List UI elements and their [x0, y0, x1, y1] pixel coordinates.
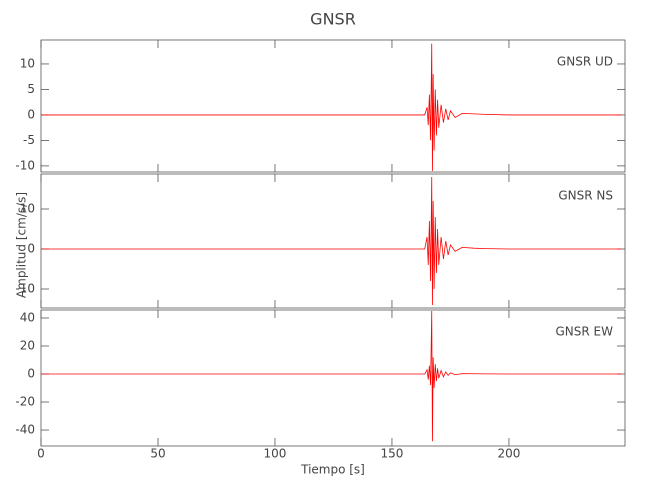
panel-annotation: GNSR UD — [557, 55, 613, 69]
y-axis-label: Amplitud [cm/s/s] — [15, 192, 29, 298]
x-tick-label: 150 — [381, 447, 404, 461]
trace-line — [41, 310, 622, 442]
y-tick-label: 10 — [20, 56, 35, 70]
x-tick-label: 50 — [150, 447, 165, 461]
chart-title: GNSR — [310, 10, 356, 29]
panel-annotation: GNSR NS — [558, 189, 613, 203]
y-tick-label: 0 — [27, 242, 35, 256]
y-tick-label: 20 — [20, 338, 35, 352]
y-tick-label: -40 — [15, 423, 35, 437]
trace-line — [41, 43, 622, 171]
y-tick-label: -5 — [23, 133, 35, 147]
y-tick-label: 0 — [27, 367, 35, 381]
x-tick-label: 0 — [37, 447, 45, 461]
panel-frame — [40, 173, 626, 309]
x-tick-label: 200 — [497, 447, 520, 461]
y-tick-label: -10 — [15, 158, 35, 172]
trace-line — [41, 176, 622, 306]
y-tick-label: 40 — [20, 310, 35, 324]
y-tick-label: 5 — [27, 82, 35, 96]
y-tick-label: 0 — [27, 107, 35, 121]
x-axis-label: Tiempo [s] — [300, 463, 365, 477]
y-tick-label: -20 — [15, 395, 35, 409]
panel-frame — [40, 309, 626, 447]
panel-frame — [40, 39, 626, 173]
y-tick-label: -10 — [15, 282, 35, 296]
x-tick-label: 100 — [264, 447, 287, 461]
y-tick-label: 10 — [20, 202, 35, 216]
panel-annotation: GNSR EW — [556, 325, 614, 339]
